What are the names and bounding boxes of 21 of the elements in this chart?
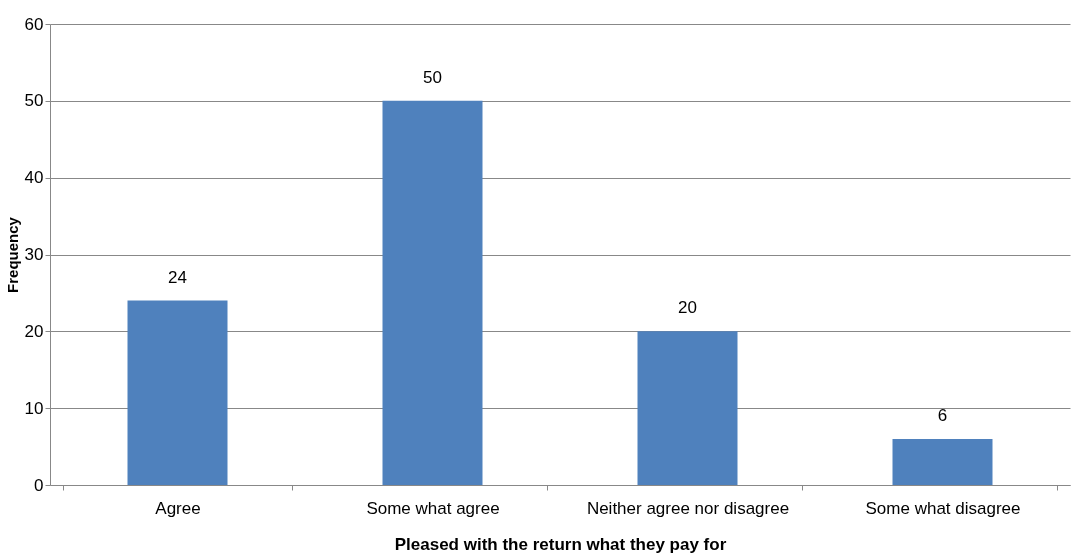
- data-label: 24: [168, 267, 187, 287]
- y-tick-label: 10: [24, 398, 44, 418]
- x-tick-label: Some what disagree: [865, 498, 1021, 518]
- y-tick-label: 0: [34, 475, 44, 495]
- x-tick-label: Agree: [155, 498, 201, 518]
- x-axis-title: Pleased with the return what they pay for: [394, 534, 727, 554]
- data-label: 20: [678, 298, 697, 318]
- y-tick-label: 30: [24, 245, 44, 264]
- y-axis-title: Frequency: [3, 216, 21, 293]
- data-label: 50: [423, 67, 442, 87]
- y-tick-label: 60: [24, 14, 44, 34]
- bar: [127, 300, 228, 485]
- y-tick-label: 20: [24, 321, 44, 341]
- bar: [637, 331, 738, 485]
- x-tick-label: Neither agree nor disagree: [586, 498, 790, 518]
- data-label: 6: [937, 405, 948, 425]
- x-tick-label: Some what agree: [366, 498, 500, 518]
- y-tick-label: 40: [24, 168, 44, 188]
- bar: [382, 100, 483, 485]
- y-tick-label: 50: [24, 91, 44, 111]
- bar: [892, 438, 993, 485]
